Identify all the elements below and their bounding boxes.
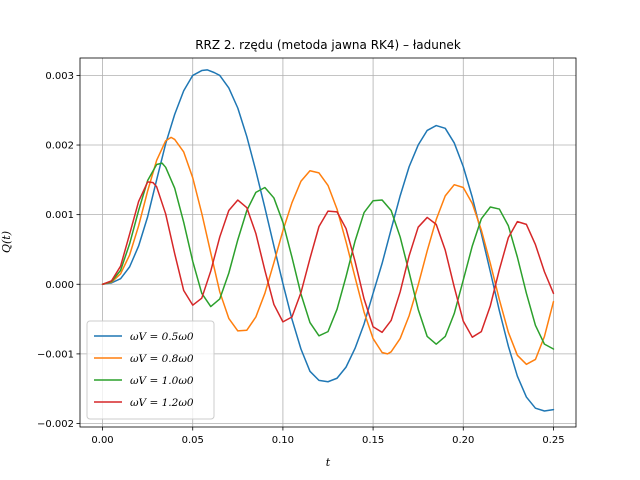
legend-box bbox=[86, 320, 215, 420]
x-tick-label: 0.15 bbox=[362, 435, 384, 446]
y-tick-label: −0.001 bbox=[37, 349, 74, 360]
series-line-2 bbox=[101, 136, 555, 366]
y-tick-label: 0.002 bbox=[45, 141, 74, 152]
legend-label: ωV = 0.5ω0 bbox=[130, 331, 194, 343]
x-tick-label: 0.20 bbox=[452, 435, 474, 446]
axis-ticks: 0.00 0.05 0.10 0.15 0.20 0.25 −0.002 −0.001 0.00… bbox=[37, 71, 565, 446]
legend: ωV = 0.5ω0 ωV = 0.8ω0 ωV = 1.0ω0 ωV = 1.2ω0 bbox=[86, 320, 215, 420]
x-tick-label: 0.25 bbox=[542, 435, 564, 446]
y-tick-label: −0.002 bbox=[37, 419, 74, 430]
y-axis-label: Q(t) bbox=[0, 231, 13, 253]
x-tick-label: 0.00 bbox=[91, 435, 113, 446]
y-tick-label: 0.000 bbox=[45, 280, 74, 291]
chart-title: RRZ 2. rzędu (metoda jawna RK4) – ładune… bbox=[195, 38, 461, 52]
legend-label: ωV = 1.0ω0 bbox=[130, 375, 194, 387]
series-lines bbox=[101, 69, 555, 412]
plot-area-frame bbox=[79, 57, 577, 428]
series-line-4 bbox=[101, 181, 555, 338]
series-line-3 bbox=[101, 162, 555, 350]
y-tick-label: 0.001 bbox=[45, 210, 74, 221]
y-tick-label: 0.003 bbox=[45, 71, 74, 82]
x-axis-label: t bbox=[326, 456, 331, 469]
x-tick-label: 0.05 bbox=[182, 435, 204, 446]
x-tick-label: 0.10 bbox=[272, 435, 294, 446]
legend-label: ωV = 0.8ω0 bbox=[130, 353, 194, 365]
legend-label: ωV = 1.2ω0 bbox=[130, 397, 194, 409]
